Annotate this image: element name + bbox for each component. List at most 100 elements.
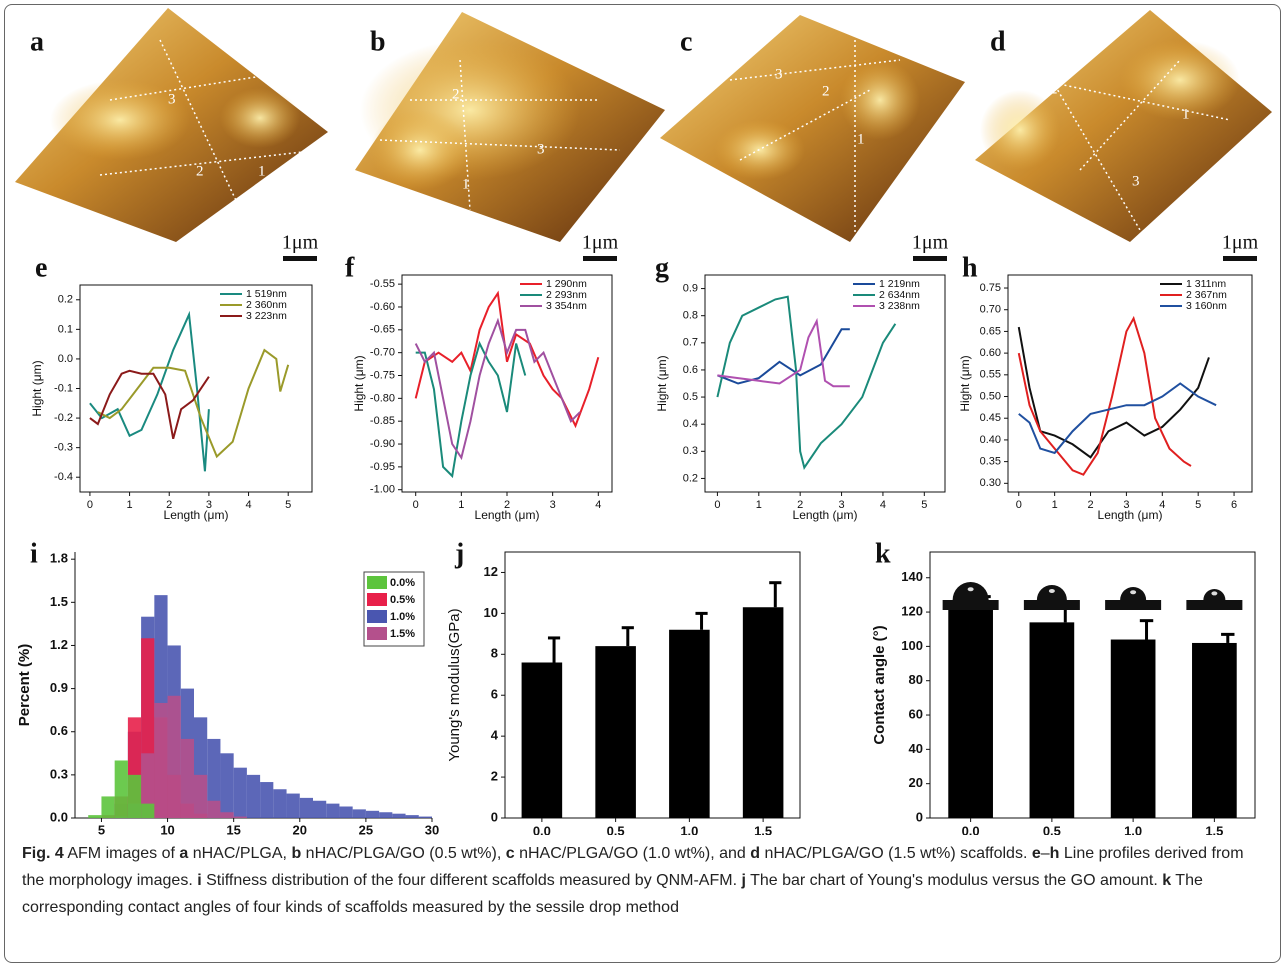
x-tick-label: 15 [226,822,240,835]
x-tick-label: 1.0 [1124,823,1142,835]
caption-run: – [1041,845,1050,862]
hist-bar [234,817,247,818]
y-tick-label: 0.75 [980,282,1001,294]
hist-bar [141,804,154,818]
x-tick-label: 5 [98,822,105,835]
y-tick-label: -0.60 [370,301,395,313]
y-tick-label: 40 [909,741,923,756]
y-tick-label: -0.65 [370,324,395,336]
y-axis-title: Hight (μm) [958,355,972,411]
y-tick-label: 60 [909,706,923,721]
bar [595,646,636,818]
profile-line [1019,318,1191,474]
x-tick-label: 5 [285,499,291,511]
y-tick-label: -0.70 [370,347,395,359]
hist-bar [300,798,313,818]
profile-line [717,329,849,383]
y-tick-label: 10 [484,605,498,620]
x-tick-label: 1 [458,499,464,511]
profile-marker: 2 [822,83,830,99]
y-tick-label: 1.5 [50,594,68,609]
y-tick-label: -0.3 [54,442,73,454]
droplet-base [943,600,999,610]
y-tick-label: -0.90 [370,438,395,450]
scale-bar [913,256,947,261]
caption-run: h [1050,845,1060,862]
panel-label: g [655,252,669,283]
y-tick-label: 0.4 [683,418,698,430]
y-tick-label: 0.5 [683,391,698,403]
profile-marker: 3 [775,66,783,82]
hist-bar [339,806,352,818]
x-tick-label: 4 [245,499,251,511]
y-axis-title: Hight (μm) [352,355,366,411]
profile-marker: 3 [168,91,176,107]
scale-label: 1μm [582,232,619,254]
caption-run: The bar chart of Young's modulus versus … [746,872,1162,889]
panel-label: c [680,26,692,57]
hist-bar [220,753,233,818]
scale-label: 1μm [1222,232,1259,254]
y-tick-label: 0.2 [58,294,73,306]
y-tick-label: 12 [484,564,498,579]
panel-label: j [454,538,464,569]
panel-label: a [30,26,44,57]
bar [522,662,563,818]
x-axis-title: Length (μm) [793,508,858,522]
y-tick-label: 0.6 [683,364,698,376]
afm-highlight [220,88,300,148]
x-tick-label: 4 [880,499,886,511]
y-tick-label: 0.70 [980,304,1001,316]
profile-marker: 1 [857,131,865,147]
y-tick-label: 0.3 [683,445,698,457]
y-tick-label: 0.40 [980,434,1001,446]
panel-label: f [345,252,355,283]
y-tick-label: 0.0 [50,809,68,824]
y-tick-label: 0.8 [683,310,698,322]
caption-run: nHAC/PLGA/GO (1.5 wt%) scaffolds. [760,845,1032,862]
y-tick-label: 0.6 [50,723,68,738]
caption-run: nHAC/PLGA/GO (1.0 wt%), and [515,845,751,862]
x-tick-label: 20 [293,822,307,835]
x-tick-label: 0.5 [607,823,625,835]
hist-bar [313,801,326,818]
hist-bar [419,817,432,818]
y-tick-label: 0.55 [980,369,1001,381]
legend-swatch [367,576,387,589]
hist-bar [128,775,141,818]
hist-bar [234,768,247,818]
scale-bar [583,256,617,261]
y-tick-label: 20 [909,775,923,790]
hist-bar [260,782,273,818]
y-tick-label: -0.95 [370,461,395,473]
hist-bar [247,775,260,818]
caption-run: nHAC/PLGA, [188,845,291,862]
x-tick-label: 25 [359,822,373,835]
caption-run: Stiffness distribution of the four diffe… [202,872,742,889]
caption-run: d [750,845,760,862]
y-tick-label: 6 [491,687,498,702]
caption-run: b [291,845,301,862]
x-tick-label: 5 [921,499,927,511]
x-axis-title: Length (μm) [1098,508,1163,522]
panel-label: i [30,538,38,569]
y-tick-label: -0.2 [54,412,73,424]
scale-bar [283,256,317,261]
caption-run: Fig. 4 [22,845,64,862]
caption-run: c [506,845,515,862]
legend-swatch [367,610,387,623]
hist-bar [154,703,167,818]
y-tick-label: 0.1 [58,323,73,335]
x-tick-label: 0 [413,499,419,511]
hist-bar [181,739,194,818]
bar [743,607,784,818]
x-tick-label: 10 [160,822,174,835]
caption-run: e [1032,845,1041,862]
afm-surface [660,15,965,242]
bar [1192,643,1237,818]
profile-marker: 1 [462,176,470,192]
x-tick-label: 1 [127,499,133,511]
x-tick-label: 3 [550,499,556,511]
y-tick-label: -0.55 [370,278,395,290]
profile-marker: 3 [537,141,545,157]
